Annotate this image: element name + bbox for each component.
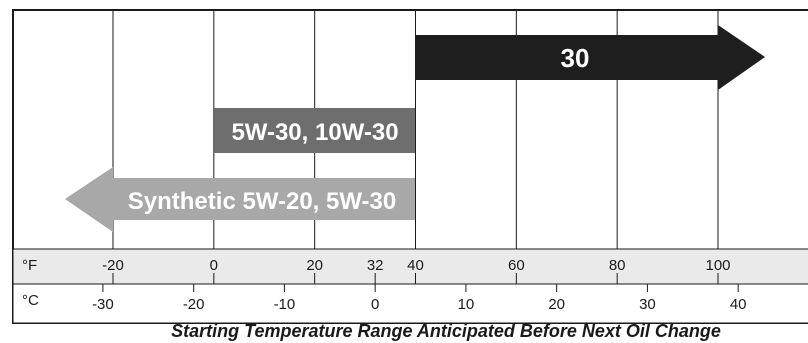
- viscosity-bands: 30 5W-30, 10W-30 Synthetic 5W-20, 5W-30: [65, 25, 765, 232]
- band-5w30-10w30: [214, 108, 415, 153]
- fahrenheit-tick-label: 60: [508, 257, 525, 274]
- celsius-ticks: -30 -20 -10 0 10 20 30 40: [92, 284, 747, 313]
- celsius-tick-label: 30: [639, 296, 656, 313]
- fahrenheit-tick-label: 100: [705, 257, 730, 274]
- celsius-tick-label: -30: [92, 296, 114, 313]
- fahrenheit-tick-label: 32: [367, 257, 384, 274]
- chart-caption: Starting Temperature Range Anticipated B…: [171, 321, 721, 341]
- band-5w30-10w30-label: 5W-30, 10W-30: [231, 119, 398, 146]
- fahrenheit-tick-label: 20: [306, 257, 323, 274]
- celsius-tick-label: 0: [371, 296, 379, 313]
- band-30-arrow: [415, 25, 765, 90]
- celsius-tick-label: -20: [183, 296, 205, 313]
- band-30-label: 30: [561, 43, 590, 73]
- fahrenheit-tick-label: 40: [407, 257, 424, 274]
- fahrenheit-tick-label: 80: [609, 257, 626, 274]
- fahrenheit-ticks: -20 0 20 32 40 60 80 100: [102, 257, 731, 284]
- fahrenheit-tick-label: 0: [210, 257, 218, 274]
- band-synthetic-label: Synthetic 5W-20, 5W-30: [128, 188, 396, 215]
- celsius-tick-label: -10: [274, 296, 296, 313]
- celsius-scale-row: [12, 283, 808, 324]
- celsius-unit-label: °C: [22, 292, 39, 309]
- band-synthetic-arrow: [65, 167, 415, 232]
- celsius-tick-label: 40: [730, 296, 747, 313]
- celsius-tick-label: 10: [458, 296, 475, 313]
- fahrenheit-unit-label: °F: [22, 257, 37, 274]
- fahrenheit-tick-label: -20: [102, 257, 124, 274]
- celsius-tick-label: 20: [548, 296, 565, 313]
